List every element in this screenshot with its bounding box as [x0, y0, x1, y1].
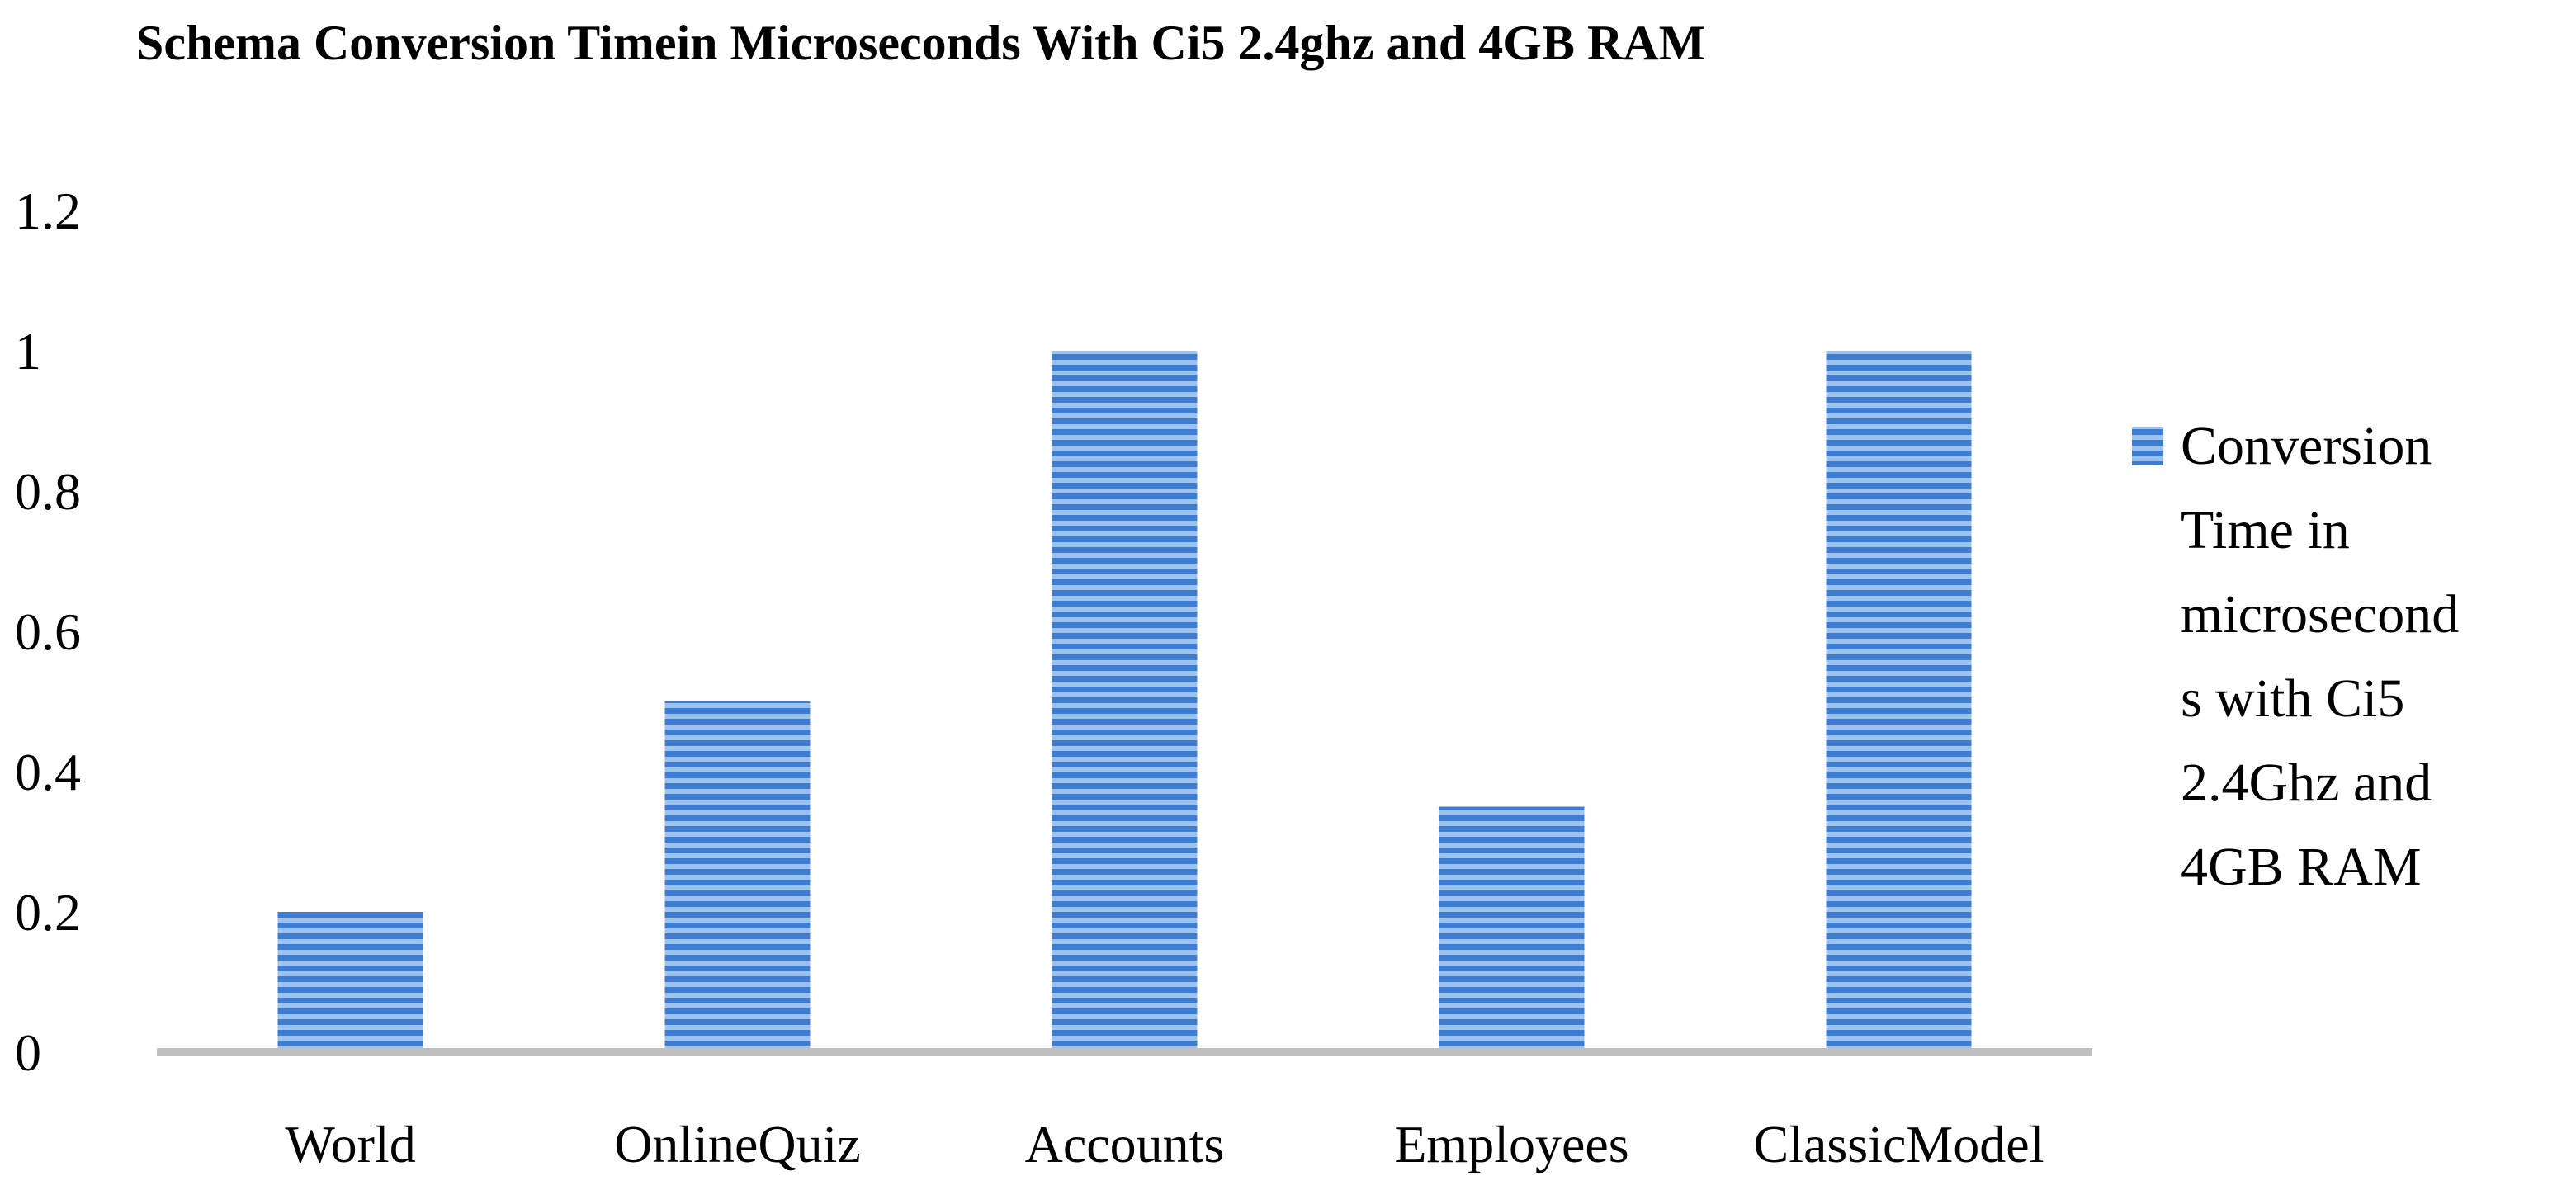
- y-tick-label: 0: [15, 1023, 41, 1082]
- y-tick-label: 1: [15, 322, 41, 380]
- bar-employees: [1439, 806, 1585, 1052]
- bar-world: [277, 912, 423, 1052]
- legend-label: Conversion Time in microsecond s with Ci5 2.…: [2181, 416, 2459, 897]
- bars: [277, 351, 1972, 1052]
- bar-onlinequiz: [664, 701, 811, 1052]
- y-tick-label: 0.2: [15, 883, 81, 942]
- y-tick-label: 0.4: [15, 743, 81, 801]
- legend-label-line: Conversion: [2181, 416, 2432, 476]
- legend-swatch: [2132, 427, 2163, 465]
- x-tick-label: ClassicModel: [1754, 1115, 2044, 1173]
- x-tick-label: Accounts: [1025, 1115, 1225, 1173]
- y-tick-label: 1.2: [15, 182, 81, 240]
- y-tick-label: 0.6: [15, 602, 81, 661]
- legend: Conversion Time in microsecond s with Ci5 2.…: [2132, 416, 2459, 897]
- bar-accounts: [1052, 351, 1198, 1052]
- x-tick-label: World: [285, 1115, 415, 1173]
- x-axis-ticks: World OnlineQuiz Accounts Employees ClassicM…: [285, 1115, 2044, 1173]
- x-tick-label: OnlineQuiz: [614, 1115, 861, 1173]
- legend-label-line: 2.4Ghz and: [2181, 753, 2432, 813]
- legend-label-line: Time in: [2181, 500, 2350, 560]
- y-tick-label: 0.8: [15, 462, 81, 521]
- y-axis-ticks: 0 0.2 0.4 0.6 0.8 1 1.2: [15, 182, 81, 1082]
- bar-classicmodel: [1826, 351, 1972, 1052]
- x-tick-label: Employees: [1394, 1115, 1628, 1173]
- legend-label-line: s with Ci5: [2181, 668, 2404, 729]
- chart-title: Schema Conversion Timein Microseconds Wi…: [136, 16, 1705, 70]
- legend-label-line: 4GB RAM: [2181, 837, 2422, 897]
- legend-label-line: microsecond: [2181, 584, 2459, 645]
